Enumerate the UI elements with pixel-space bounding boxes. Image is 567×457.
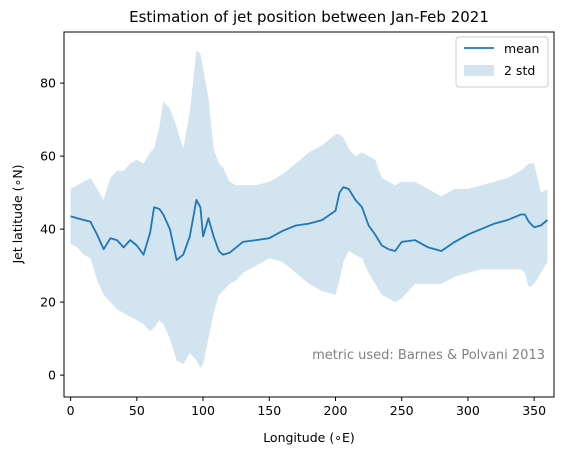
x-tick-label: 0 (67, 403, 75, 418)
x-axis-ticks: 0 50 100 150 200 250 300 350 (67, 397, 546, 418)
legend-box (455, 36, 549, 88)
band-layer (70, 50, 548, 368)
x-tick-label: 200 (324, 403, 348, 418)
x-tick-label: 250 (390, 403, 414, 418)
y-tick-label: 0 (48, 368, 56, 383)
x-tick-label: 350 (522, 403, 546, 418)
legend-std-swatch (464, 65, 494, 76)
y-tick-label: 60 (40, 149, 56, 164)
x-tick-label: 50 (129, 403, 145, 418)
y-axis-label: Jet latitude (∘N) (10, 164, 25, 264)
x-tick-label: 300 (456, 403, 480, 418)
std-band (70, 50, 548, 368)
metric-annotation: metric used: Barnes & Polvani 2013 (312, 348, 545, 363)
plot-area-frame (63, 31, 555, 398)
x-tick-label: 100 (191, 403, 215, 418)
y-tick-label: 20 (40, 295, 56, 310)
y-tick-label: 80 (40, 76, 56, 91)
mean-line (70, 186, 548, 262)
line-layer (70, 186, 548, 262)
x-axis-label: Longitude (∘E) (263, 430, 355, 445)
chart-title: Estimation of jet position between Jan-F… (129, 8, 489, 26)
x-tick-label: 150 (257, 403, 281, 418)
y-tick-label: 40 (40, 222, 56, 237)
legend-mean-label: mean (504, 41, 539, 56)
legend-std-label: 2 std (504, 63, 535, 78)
y-axis-ticks: 0 20 40 60 80 (40, 76, 64, 383)
legend: mean 2 std (455, 36, 549, 88)
